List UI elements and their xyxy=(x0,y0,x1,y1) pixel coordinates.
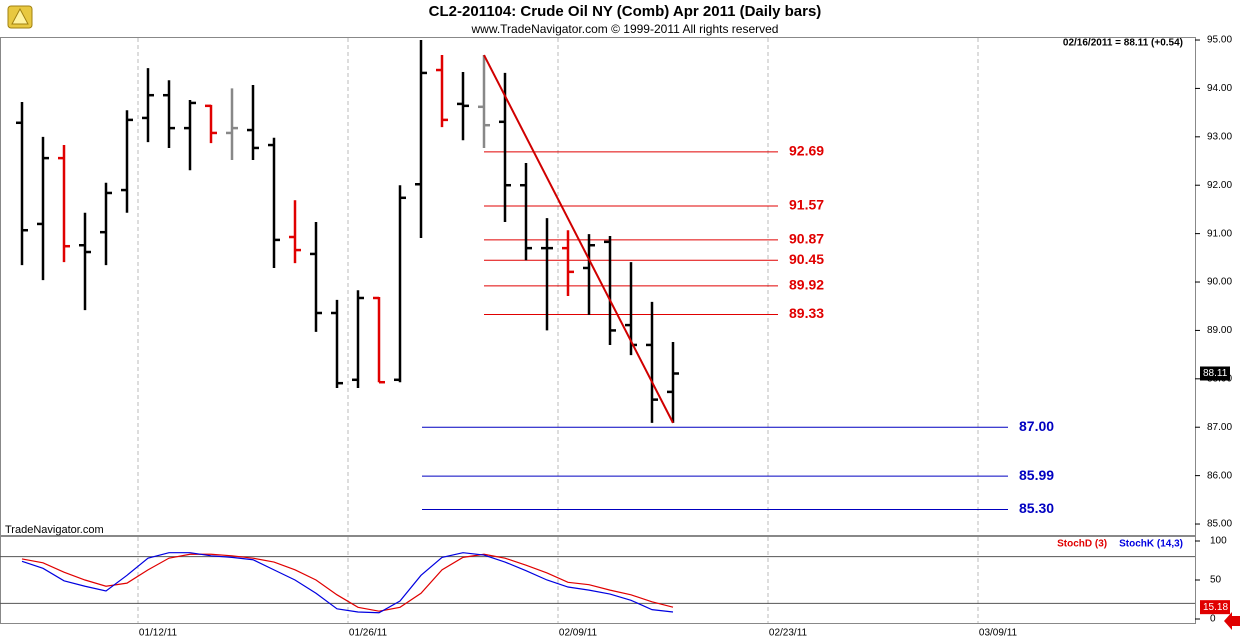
last-value-box xyxy=(1200,600,1230,615)
last-price-label: 88.11 xyxy=(1203,368,1228,379)
y-tick-label: 90.00 xyxy=(1207,277,1232,288)
x-tick-label: 02/23/11 xyxy=(769,628,808,639)
y-tick-label: 100 xyxy=(1210,536,1227,547)
y-tick-label: 50 xyxy=(1210,575,1222,586)
trend-line xyxy=(483,54,674,424)
y-tick-label: 86.00 xyxy=(1207,470,1232,481)
price-frame xyxy=(0,37,1196,536)
level-label: 90.45 xyxy=(789,251,824,267)
level-label: 92.69 xyxy=(789,143,824,159)
legend-entry: StochK (14,3) xyxy=(1119,539,1183,550)
y-tick-label: 85.00 xyxy=(1207,519,1232,530)
level-label: 85.99 xyxy=(1019,467,1054,483)
watermark: TradeNavigator.com xyxy=(5,524,104,536)
x-tick-label: 03/09/11 xyxy=(979,628,1018,639)
y-tick-label: 91.00 xyxy=(1207,228,1232,239)
y-tick-label: 92.00 xyxy=(1207,180,1232,191)
level-label: 87.00 xyxy=(1019,418,1054,434)
last-price-box xyxy=(1200,366,1230,381)
scroll-arrow[interactable] xyxy=(1224,612,1240,630)
level-label: 89.92 xyxy=(789,277,824,293)
y-tick-label: 0 xyxy=(1210,614,1216,625)
level-label: 91.57 xyxy=(789,197,824,213)
stoch-line xyxy=(21,552,674,614)
y-tick-label: 89.00 xyxy=(1207,325,1232,336)
level-label: 90.87 xyxy=(789,231,824,247)
level-label: 89.33 xyxy=(789,305,824,321)
status-text: 02/16/2011 = 88.11 (+0.54) xyxy=(1063,38,1183,49)
logo-icon xyxy=(7,5,33,29)
level-label: 85.30 xyxy=(1019,500,1054,516)
stoch-line xyxy=(21,553,674,612)
last-value-label: 15.18 xyxy=(1203,602,1228,613)
y-tick-label: 87.00 xyxy=(1207,422,1232,433)
x-tick-label: 01/26/11 xyxy=(349,628,388,639)
chart-subtitle: www.TradeNavigator.com © 1999-2011 All r… xyxy=(471,22,779,36)
x-tick-label: 02/09/11 xyxy=(559,628,598,639)
legend-entry: StochD (3) xyxy=(1057,539,1107,550)
chart-title: CL2-201104: Crude Oil NY (Comb) Apr 2011… xyxy=(429,3,822,20)
x-tick-label: 01/12/11 xyxy=(139,628,178,639)
y-tick-label: 95.00 xyxy=(1207,35,1232,46)
y-tick-label: 94.00 xyxy=(1207,83,1232,94)
y-tick-label: 93.00 xyxy=(1207,131,1232,142)
